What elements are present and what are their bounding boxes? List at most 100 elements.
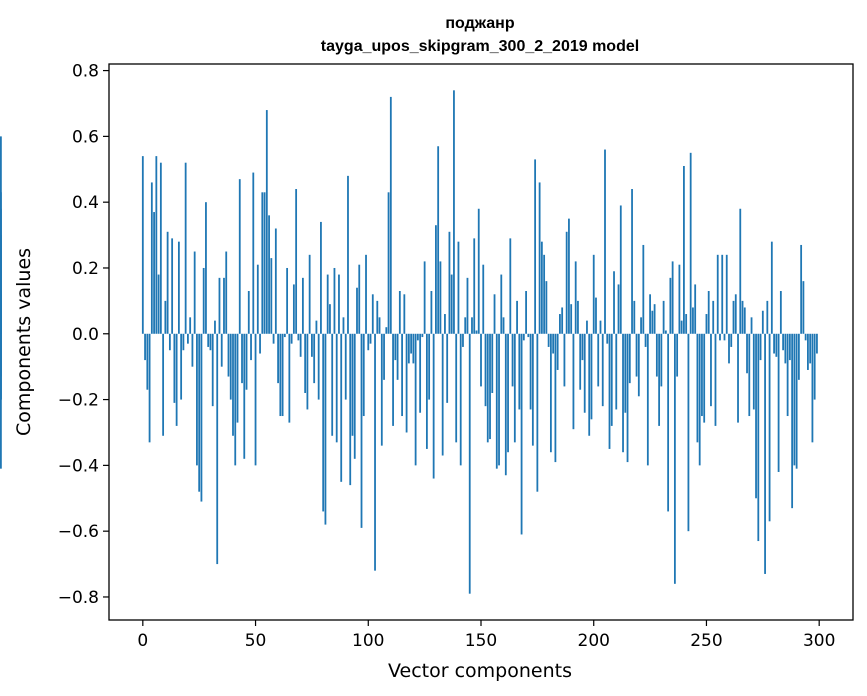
- bar: [432, 333, 435, 479]
- bar: [317, 333, 320, 400]
- bar: [281, 333, 284, 417]
- bar: [802, 281, 805, 334]
- bar: [788, 333, 791, 361]
- bar: [660, 333, 663, 387]
- bar: [725, 254, 728, 334]
- bar: [279, 333, 282, 417]
- bar: [288, 333, 291, 423]
- bar: [234, 333, 237, 466]
- bar: [365, 254, 367, 334]
- bar: [482, 264, 485, 334]
- bar: [604, 149, 606, 334]
- bar: [155, 156, 158, 334]
- bar: [326, 274, 329, 334]
- bar: [667, 333, 670, 512]
- bar: [407, 333, 410, 364]
- bar: [664, 330, 667, 334]
- bar: [371, 294, 374, 334]
- bar: [308, 254, 311, 334]
- bar: [680, 320, 683, 334]
- bar: [367, 333, 370, 351]
- bar: [531, 333, 534, 446]
- x-tick-label: 250: [690, 631, 722, 651]
- bar: [599, 320, 602, 334]
- bar: [730, 333, 733, 347]
- bar: [480, 333, 482, 387]
- bar: [430, 291, 433, 334]
- bar: [403, 294, 406, 334]
- bar: [421, 333, 424, 338]
- bar: [437, 146, 440, 334]
- y-tick-label: 0.6: [72, 127, 99, 147]
- bar: [342, 317, 345, 334]
- x-axis-ticks: 0 50 100 150 200 250 300: [137, 620, 835, 651]
- bar: [651, 310, 654, 334]
- bar: [568, 218, 570, 334]
- bar: [565, 231, 568, 334]
- bar: [270, 258, 273, 334]
- bar: [435, 225, 437, 334]
- bar: [272, 333, 275, 344]
- bar: [394, 333, 397, 361]
- bar: [486, 333, 489, 443]
- bar: [610, 333, 613, 426]
- bar: [211, 333, 214, 407]
- bar: [173, 333, 176, 403]
- bar: [509, 238, 512, 334]
- y-tick-label: 0.2: [72, 259, 99, 279]
- bar: [218, 277, 221, 334]
- bar: [750, 317, 753, 334]
- bar: [322, 333, 325, 512]
- bar: [335, 333, 338, 443]
- bar: [698, 333, 701, 466]
- bar: [797, 333, 800, 380]
- bar: [689, 152, 692, 334]
- bar: [356, 287, 358, 334]
- x-tick-label: 100: [352, 631, 384, 651]
- bar: [0, 333, 2, 400]
- bar: [489, 333, 491, 440]
- bar: [793, 333, 796, 466]
- y-tick-label: 0.0: [72, 325, 99, 345]
- bar: [159, 162, 162, 334]
- x-tick-label: 150: [465, 631, 497, 651]
- bar: [401, 333, 403, 417]
- bar: [635, 333, 638, 377]
- bar: [563, 333, 566, 387]
- bar: [734, 294, 737, 334]
- bar: [658, 333, 661, 426]
- bar: [624, 333, 627, 413]
- bar: [196, 333, 198, 466]
- bar: [784, 333, 787, 364]
- bar: [685, 314, 688, 334]
- bar: [380, 333, 383, 446]
- bar: [712, 300, 715, 334]
- bar: [464, 317, 467, 334]
- bar: [227, 333, 230, 377]
- bar: [333, 267, 336, 334]
- bar: [719, 333, 721, 341]
- bar: [500, 274, 503, 334]
- bar: [353, 333, 356, 459]
- bar: [329, 304, 331, 334]
- bar: [552, 333, 555, 354]
- y-tick-label: −0.4: [58, 456, 99, 476]
- chart-title: поджанр: [445, 15, 514, 32]
- bar: [184, 162, 187, 334]
- bar: [777, 333, 780, 472]
- bar: [290, 333, 293, 344]
- bar: [692, 307, 694, 334]
- y-tick-label: −0.8: [58, 588, 99, 608]
- y-tick-label: 0.8: [72, 62, 99, 82]
- bar: [804, 333, 807, 341]
- bar: [392, 333, 394, 426]
- chart-subtitle: tayga_upos_skipgram_300_2_2019 model: [321, 38, 639, 55]
- bar: [755, 333, 757, 499]
- bar: [162, 333, 165, 436]
- bar: [522, 333, 525, 341]
- bar: [450, 274, 453, 334]
- bar: [150, 182, 153, 334]
- bar: [477, 208, 480, 334]
- bar: [671, 261, 674, 334]
- bar: [676, 333, 679, 377]
